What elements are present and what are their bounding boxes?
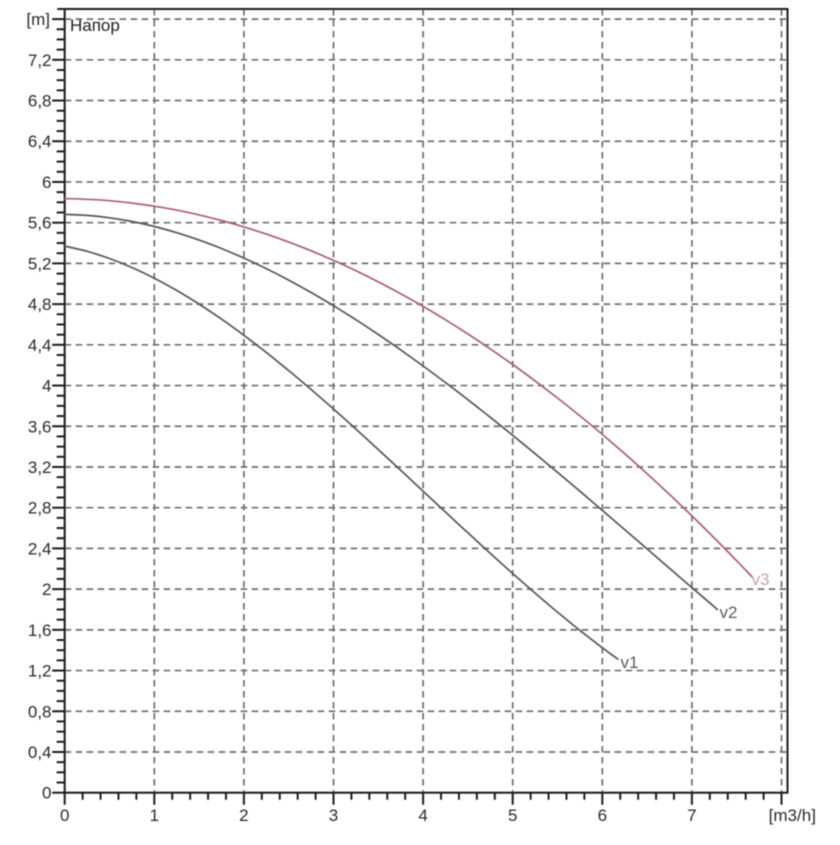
svg-text:4: 4 — [42, 377, 51, 396]
svg-text:1,6: 1,6 — [28, 621, 52, 640]
svg-text:2,8: 2,8 — [28, 499, 52, 518]
svg-text:v2: v2 — [720, 603, 738, 622]
svg-text:4,4: 4,4 — [28, 336, 52, 355]
svg-text:0: 0 — [42, 784, 51, 803]
svg-text:Напор: Напор — [70, 16, 120, 35]
svg-text:2: 2 — [42, 580, 51, 599]
svg-text:7: 7 — [687, 806, 696, 825]
svg-text:6: 6 — [598, 806, 607, 825]
svg-text:2: 2 — [239, 806, 248, 825]
svg-text:[m3/h]: [m3/h] — [769, 806, 816, 825]
svg-text:6,8: 6,8 — [28, 92, 52, 111]
svg-text:7,2: 7,2 — [28, 51, 52, 70]
svg-text:3,6: 3,6 — [28, 417, 52, 436]
svg-text:4,8: 4,8 — [28, 295, 52, 314]
svg-text:4: 4 — [418, 806, 427, 825]
svg-text:3: 3 — [329, 806, 338, 825]
svg-text:v3: v3 — [752, 570, 770, 589]
svg-text:5: 5 — [508, 806, 517, 825]
svg-text:2,4: 2,4 — [28, 539, 52, 558]
svg-text:5,2: 5,2 — [28, 254, 52, 273]
svg-text:0,4: 0,4 — [28, 743, 52, 762]
svg-text:3,2: 3,2 — [28, 458, 52, 477]
svg-text:5,6: 5,6 — [28, 214, 52, 233]
svg-text:0: 0 — [60, 806, 69, 825]
svg-text:0,8: 0,8 — [28, 702, 52, 721]
svg-text:6: 6 — [42, 173, 51, 192]
svg-text:1,2: 1,2 — [28, 662, 52, 681]
svg-text:v1: v1 — [621, 653, 639, 672]
svg-text:[m]: [m] — [26, 10, 50, 29]
svg-text:6,4: 6,4 — [28, 132, 52, 151]
svg-text:1: 1 — [150, 806, 159, 825]
